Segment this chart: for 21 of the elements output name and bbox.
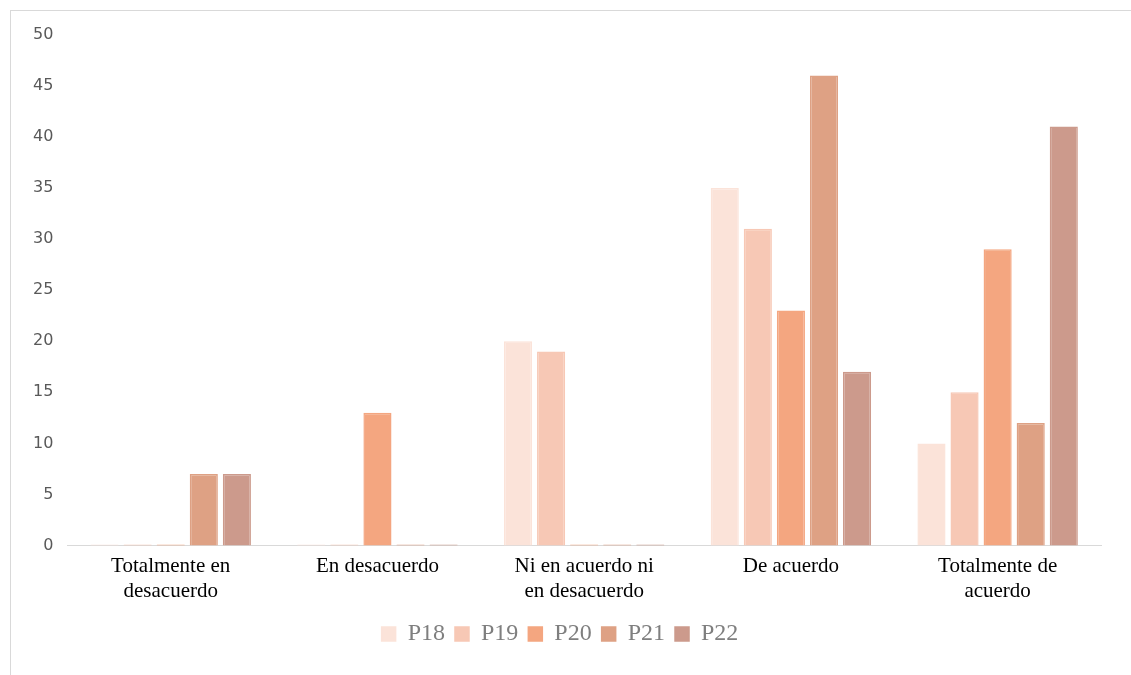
y-tick-label: 30	[33, 228, 54, 248]
legend-label: P18	[407, 619, 445, 646]
y-tick-label: 45	[33, 74, 54, 94]
y-tick-label: 35	[33, 177, 54, 197]
y-tick-label: 50	[33, 23, 54, 43]
x-tick-label: En desacuerdo	[315, 552, 439, 577]
x-tick-label: Ni en acuerdo ni en desacuerdo	[514, 552, 655, 602]
y-tick-label: 20	[33, 330, 54, 350]
y-tick-label: 10	[33, 432, 54, 452]
x-tick-label: Totalmente en desacuerdo	[111, 552, 231, 602]
y-tick-label: 0	[43, 534, 54, 554]
y-tick-label: 5	[43, 483, 54, 503]
legend-label: P21	[627, 619, 666, 646]
x-tick-label: Totalmente de acuerdo	[938, 552, 1058, 602]
legend-label: P19	[480, 619, 519, 646]
legend-label: P20	[554, 619, 592, 646]
x-tick-label: De acuerdo	[742, 552, 840, 577]
y-tick-label: 40	[33, 125, 54, 145]
legend-label: P22	[701, 619, 739, 646]
y-tick-label: 25	[33, 279, 54, 299]
y-tick-label: 15	[33, 381, 54, 401]
